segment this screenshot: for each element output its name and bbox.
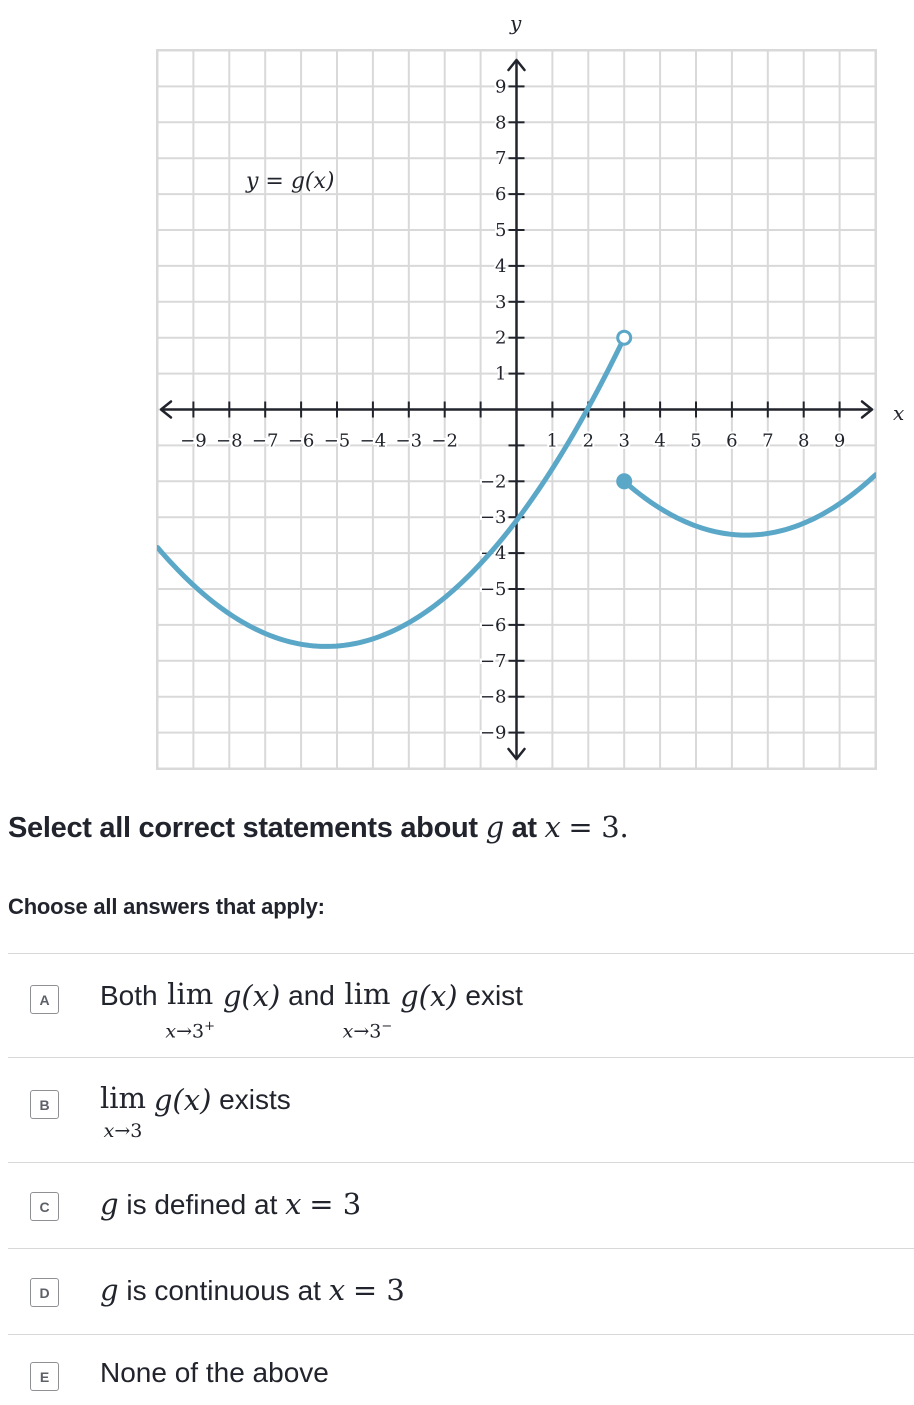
choice-b-text: lim x→3 g(x) exists xyxy=(100,1082,291,1142)
tick-marks xyxy=(192,85,841,734)
choice-c[interactable]: C g is defined at x = 3 xyxy=(8,1163,914,1249)
x-tick-label: 1 xyxy=(547,431,558,452)
y-tick-label: −2 xyxy=(480,471,507,492)
choice-a-connector: and xyxy=(288,980,335,1011)
graph: −9 −8 −7 −6 −5 −4 −3 −2 1 2 3 4 5 6 7 8 9 987654321−2−3−… xyxy=(156,11,904,770)
choice-e[interactable]: E None of the above xyxy=(8,1335,914,1405)
y-tick-label: 7 xyxy=(495,148,506,169)
x-axis-right-arrow xyxy=(860,400,874,419)
x-tick-label: 5 xyxy=(690,431,701,452)
choice-e-text: None of the above xyxy=(100,1357,329,1388)
x-axis-left-arrow xyxy=(159,400,173,419)
y-tick-label: −8 xyxy=(480,687,507,708)
x-tick-label: −3 xyxy=(396,431,423,452)
x-tick-label: −7 xyxy=(252,431,279,452)
x-tick-label: −4 xyxy=(360,431,387,452)
instruction: Choose all answers that apply: xyxy=(8,894,325,919)
x-tick-label: −9 xyxy=(180,431,207,452)
y-tick-label: 8 xyxy=(495,112,506,133)
closed-endpoint xyxy=(616,473,633,490)
y-tick-label: −5 xyxy=(480,579,507,600)
choice-b-expr: g(x) xyxy=(153,1083,212,1117)
y-tick-label: 9 xyxy=(495,76,506,97)
y-tick-label: 1 xyxy=(495,364,506,385)
choice-a-letter: A xyxy=(30,985,59,1014)
curve-left-segment xyxy=(157,335,627,649)
x-tick-label: 8 xyxy=(798,431,809,452)
question-at: at xyxy=(511,812,537,844)
x-tick-label: −2 xyxy=(431,431,458,452)
x-tick-label: 6 xyxy=(726,431,737,452)
y-tick-label: 2 xyxy=(495,328,506,349)
y-tick-label: −7 xyxy=(480,651,507,672)
y-tick-label: −6 xyxy=(480,615,507,636)
x-tick-label: −5 xyxy=(324,431,351,452)
choice-a-expr2: g(x) xyxy=(400,979,458,1013)
y-tick-label: −3 xyxy=(480,507,507,528)
choice-a-text: Both lim x→3+ g(x) and lim x→3− g(x) exi… xyxy=(100,978,523,1042)
y-tick-label: 3 xyxy=(495,292,506,313)
y-tick-label: −9 xyxy=(480,723,507,744)
choice-c-equals: = 3 xyxy=(309,1187,362,1221)
curve-right-segment xyxy=(621,472,876,538)
choice-d-statement: is continuous at xyxy=(126,1275,321,1306)
choice-a-expr1: g(x) xyxy=(222,979,281,1013)
choice-a-lead: Both xyxy=(100,980,158,1011)
limit-left: lim x→3− xyxy=(342,977,393,1043)
choice-c-x: x xyxy=(285,1187,302,1221)
choice-d-func: g xyxy=(100,1273,119,1307)
y-axis-label: y xyxy=(509,11,522,35)
choice-b[interactable]: B lim x→3 g(x) exists xyxy=(8,1058,914,1163)
choice-d-equals: = 3 xyxy=(352,1273,405,1307)
choice-b-tail: exists xyxy=(219,1084,291,1115)
limit-two-sided: lim x→3 xyxy=(100,1081,147,1142)
choice-d-letter: D xyxy=(30,1278,59,1307)
x-tick-label: 9 xyxy=(834,431,845,452)
x-tick-label: 7 xyxy=(762,431,773,452)
x-axis-label: x xyxy=(893,401,904,425)
choice-d-x: x xyxy=(328,1273,346,1307)
choice-c-letter: C xyxy=(30,1192,59,1221)
x-tick-label: −8 xyxy=(216,431,243,452)
question-text: Select all correct statements about xyxy=(8,812,478,844)
choice-c-func: g xyxy=(100,1187,119,1221)
x-tick-label: −6 xyxy=(288,431,315,452)
question-x-var: x xyxy=(544,810,561,844)
x-tick-labels: −9 −8 −7 −6 −5 −4 −3 −2 1 2 3 4 5 6 7 8 9 xyxy=(178,429,847,454)
x-tick-label: 3 xyxy=(618,431,629,452)
function-label: y = g(x) xyxy=(245,169,335,194)
y-tick-label: 4 xyxy=(495,256,506,277)
choice-c-text: g is defined at x = 3 xyxy=(100,1187,361,1221)
x-tick-label: 2 xyxy=(583,431,594,452)
choice-c-statement: is defined at xyxy=(126,1189,278,1220)
y-axis-up-arrow xyxy=(507,58,526,72)
question-func-var: g xyxy=(485,810,505,844)
y-tick-label: 6 xyxy=(495,184,506,205)
open-endpoint xyxy=(616,329,633,346)
plot-border xyxy=(156,49,877,770)
axes xyxy=(159,58,874,761)
limit-right: lim x→3+ xyxy=(165,977,216,1043)
question-prompt: Select all correct statements about g at… xyxy=(8,810,629,845)
question-equals: = 3. xyxy=(568,810,629,844)
choice-a[interactable]: A Both lim x→3+ g(x) and lim x→3− g(x) e… xyxy=(8,954,914,1058)
choice-b-letter: B xyxy=(30,1090,59,1119)
y-tick-label: 5 xyxy=(495,220,506,241)
answer-choices: A Both lim x→3+ g(x) and lim x→3− g(x) e… xyxy=(8,953,914,1405)
x-tick-label: 4 xyxy=(654,431,665,452)
choice-e-letter: E xyxy=(30,1362,59,1391)
choice-d-text: g is continuous at x = 3 xyxy=(100,1273,405,1307)
choice-a-tail: exist xyxy=(465,980,523,1011)
choice-d[interactable]: D g is continuous at x = 3 xyxy=(8,1249,914,1335)
y-axis-down-arrow xyxy=(507,747,526,761)
